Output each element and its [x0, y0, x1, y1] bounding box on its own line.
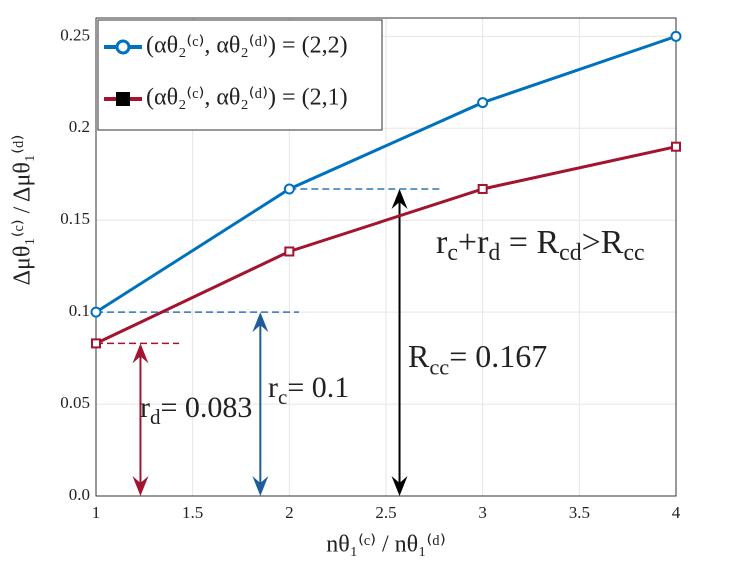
annotation-part: cc: [623, 241, 644, 267]
arrow-head: [391, 476, 408, 496]
y-tick-label: 0.1: [69, 301, 90, 320]
annotation-part: r: [140, 391, 150, 424]
annotation: rd= 0.083: [140, 391, 252, 429]
x-tick-label: 2.5: [375, 503, 396, 522]
legend-marker: [116, 92, 130, 106]
annotation-part: cc: [429, 355, 449, 380]
marker: [283, 183, 295, 195]
annotation: rc+rd = Rcd>Rcc: [436, 224, 645, 267]
annotation-part: d: [150, 405, 161, 429]
annotation-part: +r: [458, 224, 489, 261]
legend-label: (αθ₂⁽ᶜ⁾, αθ₂⁽ᵈ⁾) = (2,1): [146, 85, 348, 111]
arrow-head: [252, 312, 269, 333]
legend-marker: [115, 39, 131, 55]
annotation: rc= 0.1: [268, 371, 349, 409]
annotation-part: d: [488, 241, 500, 267]
annotation-part: r: [436, 224, 448, 261]
series-line: [95, 34, 677, 314]
annotation-part: = 0.167: [449, 338, 547, 374]
annotation-part: = R: [500, 224, 559, 261]
axes-box: [95, 17, 677, 497]
arrow-head: [391, 188, 408, 209]
marker: [477, 97, 489, 109]
arrow-head: [132, 343, 149, 364]
annotation-part: c: [278, 385, 287, 409]
legend-label: (αθ₂⁽ᶜ⁾, αθ₂⁽ᵈ⁾) = (2,2): [146, 33, 348, 59]
annotation-part: r: [268, 371, 278, 404]
annotation-part: c: [447, 241, 458, 267]
marker: [284, 246, 295, 257]
annotation-part: = 0.1: [287, 371, 349, 404]
x-axis-label: nθ₁⁽ᶜ⁾ / nθ₁⁽ᵈ⁾: [326, 532, 446, 558]
y-axis-label: Δμθ₁⁽ᶜ⁾ / Δμθ₁⁽ᵈ⁾: [10, 135, 36, 286]
marker: [477, 183, 488, 194]
x-tick-label: 1: [92, 503, 101, 522]
y-tick-label: 0.15: [60, 209, 90, 228]
arrow-head: [252, 476, 269, 496]
legend-box: [97, 19, 383, 131]
y-tick-label: 0.25: [60, 25, 90, 44]
x-tick-label: 4: [672, 503, 681, 522]
x-tick-label: 1.5: [182, 503, 203, 522]
annotation-part: R: [408, 338, 430, 374]
marker: [671, 141, 681, 152]
marker: [90, 306, 102, 318]
x-tick-label: 2: [285, 503, 294, 522]
annotation-part: >R: [582, 224, 624, 261]
annotation: Rcc= 0.167: [408, 338, 547, 379]
y-tick-label: 0.0: [69, 485, 90, 504]
annotation-part: = 0.083: [161, 391, 253, 424]
x-tick-label: 3: [478, 503, 487, 522]
annotation-part: cd: [559, 241, 582, 267]
y-tick-label: 0.05: [60, 393, 90, 412]
x-tick-label: 3.5: [569, 503, 590, 522]
arrow-head: [132, 476, 149, 496]
series-line: [95, 145, 677, 345]
marker: [670, 30, 682, 42]
marker: [91, 338, 101, 349]
y-tick-label: 0.2: [69, 117, 90, 136]
